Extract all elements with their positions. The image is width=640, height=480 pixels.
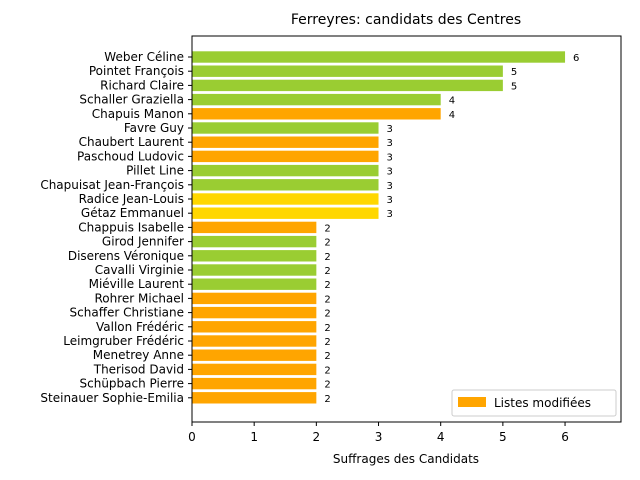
data-label: 5 <box>511 67 517 78</box>
data-label: 2 <box>324 380 330 391</box>
data-label: 2 <box>324 351 330 362</box>
bar <box>192 179 379 191</box>
bar <box>192 335 317 347</box>
y-tick-label: Diserens Véronique <box>68 249 184 263</box>
bar <box>192 150 379 163</box>
y-tick-label: Schüpbach Pierre <box>80 377 185 391</box>
data-label: 4 <box>449 96 455 107</box>
bar <box>192 278 317 290</box>
bar <box>192 65 503 77</box>
y-tick-label: Steinauer Sophie-Emilia <box>40 391 184 405</box>
data-label: 2 <box>324 365 330 376</box>
bar <box>192 264 317 276</box>
data-label: 2 <box>324 238 330 249</box>
x-tick-label: 6 <box>561 430 569 444</box>
y-tick-label: Favre Guy <box>124 121 184 135</box>
x-tick-label: 0 <box>188 430 196 444</box>
bar <box>192 221 317 234</box>
data-label: 5 <box>511 81 517 92</box>
y-tick-label: Pillet Line <box>126 164 184 178</box>
data-label: 2 <box>324 252 330 263</box>
bar <box>192 377 317 390</box>
bar <box>192 136 379 148</box>
data-label: 3 <box>387 152 393 163</box>
bar <box>192 292 317 305</box>
data-labels: 6 5 5 4 4 3 3 3 3 3 3 3 2 2 2 2 2 2 2 2 2 2 2 2 2 <box>324 53 579 405</box>
y-tick-label: Schaffer Christiane <box>70 306 184 320</box>
y-tick-label: Rohrer Michael <box>94 291 184 305</box>
bar <box>192 207 379 219</box>
y-tick-label: Vallon Frédéric <box>96 320 184 334</box>
bar <box>192 164 379 177</box>
x-tick-label: 3 <box>375 430 383 444</box>
bar <box>192 93 441 106</box>
legend-box <box>451 389 617 417</box>
data-label: 3 <box>387 167 393 178</box>
data-label: 2 <box>324 294 330 305</box>
data-label: 3 <box>387 138 393 149</box>
y-tick-label: Chaubert Laurent <box>79 135 185 149</box>
y-tick-label: Girod Jennifer <box>102 235 184 249</box>
bar <box>192 193 379 205</box>
data-label: 6 <box>573 53 579 64</box>
x-tick-label: 2 <box>313 430 321 444</box>
y-tick-label: Miéville Laurent <box>89 277 185 291</box>
bar <box>192 363 317 376</box>
x-tick-label: 4 <box>437 430 445 444</box>
y-tick-label: Paschoud Ludovic <box>77 149 184 163</box>
data-label: 3 <box>387 124 393 135</box>
y-tick-label: Chapuis Manon <box>92 107 184 121</box>
legend: Listes modifiées <box>451 389 617 417</box>
x-axis-label: Suffrages des Candidats <box>333 452 479 466</box>
y-tick-label: Menetrey Anne <box>93 348 184 362</box>
x-axis: 0 1 2 3 4 5 6 <box>188 422 569 444</box>
y-tick-label: Therisod David <box>93 362 184 376</box>
y-tick-label: Gétaz Emmanuel <box>81 206 184 220</box>
bar <box>192 235 317 248</box>
y-tick-label: Schaller Graziella <box>79 93 184 107</box>
data-label: 2 <box>324 309 330 320</box>
data-label: 3 <box>387 181 393 192</box>
bar <box>192 79 503 92</box>
bar <box>192 108 441 120</box>
legend-swatch <box>458 397 486 407</box>
x-tick-label: 1 <box>250 430 258 444</box>
y-tick-label: Cavalli Virginie <box>95 263 184 277</box>
plot-frame <box>191 35 622 423</box>
bar <box>192 321 317 333</box>
bar <box>192 349 317 361</box>
data-label: 2 <box>324 266 330 277</box>
bar <box>192 250 317 262</box>
data-label: 3 <box>387 195 393 206</box>
y-tick-label: Chappuis Isabelle <box>78 220 184 234</box>
bar <box>192 51 566 63</box>
bars-layer <box>192 51 566 404</box>
y-tick-label: Weber Céline <box>104 50 184 64</box>
bar <box>192 392 317 404</box>
data-label: 4 <box>449 110 455 121</box>
y-tick-label: Chapuisat Jean-François <box>40 178 184 192</box>
y-tick-label: Radice Jean-Louis <box>79 192 184 206</box>
bar <box>192 122 379 134</box>
y-tick-label: Leimgruber Frédéric <box>63 334 184 348</box>
bar <box>192 306 317 319</box>
data-label: 2 <box>324 223 330 234</box>
chart-title: Ferreyres: candidats des Centres <box>291 12 521 28</box>
y-tick-label: Pointet François <box>89 64 184 78</box>
data-label: 2 <box>324 337 330 348</box>
legend-label: Listes modifiées <box>494 396 591 410</box>
data-label: 2 <box>324 280 330 291</box>
data-label: 2 <box>324 394 330 405</box>
data-label: 3 <box>387 209 393 220</box>
y-tick-label: Richard Claire <box>100 78 184 92</box>
x-tick-label: 5 <box>499 430 507 444</box>
data-label: 2 <box>324 323 330 334</box>
